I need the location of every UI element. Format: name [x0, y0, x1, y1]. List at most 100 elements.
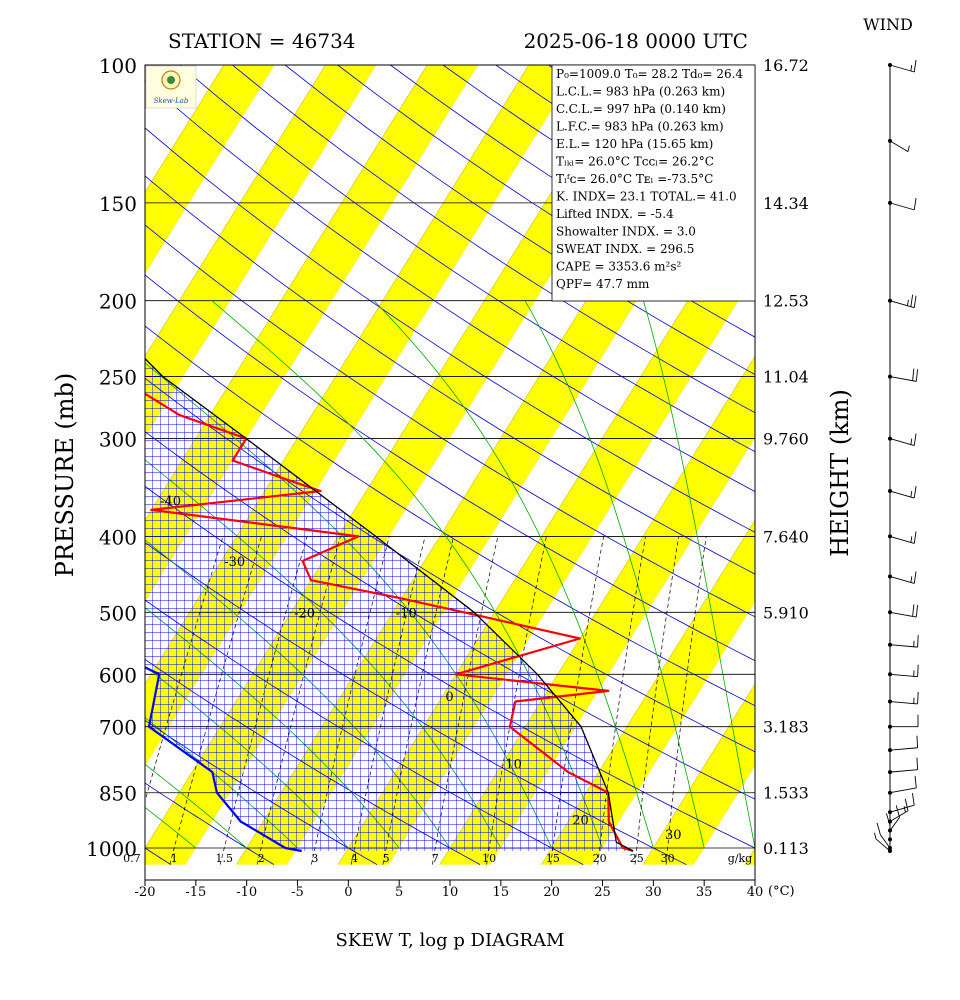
height-tick-label: 1.533 — [763, 784, 809, 803]
pressure-tick-label: 1000 — [86, 837, 137, 861]
pressure-tick-label: 600 — [99, 663, 137, 687]
x-tick-label: 25 — [594, 885, 611, 900]
wind-barb — [888, 798, 909, 824]
wind-barb — [876, 822, 892, 850]
mixing-ratio-label: 20 — [593, 852, 607, 865]
mixing-ratio-label: 30 — [661, 852, 675, 865]
temperature-unit: (°C) — [768, 884, 795, 899]
wind-title: WIND — [863, 15, 913, 34]
dry-adiabat — [145, 325, 755, 707]
mixing-ratio-label: 3 — [311, 852, 318, 865]
index-lifted: Lifted INDX. = -5.4 — [556, 207, 674, 221]
isotherm-line — [145, 65, 326, 357]
x-tick-label: 20 — [543, 885, 560, 900]
mixing-ratio-label: 25 — [630, 852, 644, 865]
wind-barb — [888, 775, 917, 795]
pressure-tick-label: 400 — [99, 525, 137, 549]
wind-barb — [888, 604, 918, 618]
height-tick-label: 9.760 — [763, 430, 809, 449]
x-tick-label: 5 — [395, 885, 403, 900]
dry-adiabat — [232, 65, 755, 414]
wind-barb — [888, 571, 917, 584]
height-tick-label: 11.04 — [763, 368, 809, 387]
wind-barb — [885, 813, 892, 842]
index-po: P₀=1009.0 T₀= 28.2 Td₀= 26.4 — [556, 67, 743, 81]
pressure-tick-label: 200 — [99, 290, 137, 314]
x-tick-label: -15 — [185, 885, 206, 900]
dry-adiabat — [145, 274, 755, 662]
logo: Skew-Lab — [145, 65, 197, 109]
isotherm-label: 30 — [665, 828, 682, 843]
index-showalter: Showalter INDX. = 3.0 — [556, 225, 696, 239]
isotherm-line — [0, 65, 20, 865]
wind-barb — [874, 832, 892, 854]
wind-barb — [888, 368, 918, 382]
mixing-ratio-label: 15 — [546, 852, 560, 865]
isotherm-band — [145, 65, 478, 603]
indices-panel: P₀=1009.0 T₀= 28.2 Td₀= 26.4 L.C.L.= 983 … — [551, 64, 756, 302]
wind-profile — [874, 59, 919, 854]
index-kindx: K. INDX= 23.1 TOTAL.= 41.0 — [556, 190, 737, 204]
pressure-tick-label: 300 — [99, 428, 137, 452]
wind-barb — [888, 531, 917, 544]
parcel-line — [145, 357, 634, 852]
wind-barb — [888, 664, 919, 678]
wind-barb — [888, 714, 919, 729]
mixing-ratio-label: 1 — [171, 852, 178, 865]
pressure-axis-title: PRESSURE (mb) — [51, 373, 79, 578]
x-tick-label: 40 — [747, 885, 764, 900]
pressure-tick-label: 700 — [99, 716, 137, 740]
wind-barb — [888, 735, 919, 753]
x-tick-label: 35 — [696, 885, 713, 900]
diagram-title: SKEW T, log p DIAGRAM — [336, 930, 565, 951]
isotherm-label: -70 — [21, 227, 42, 242]
logo-text: Skew-Lab — [154, 97, 189, 105]
wind-barb — [888, 294, 917, 309]
height-tick-label: 16.72 — [763, 56, 809, 75]
index-qpf: QPF= 47.7 mm — [556, 277, 650, 291]
mixing-ratio-line — [634, 536, 680, 865]
dry-adiabat — [179, 65, 755, 453]
dry-adiabat — [145, 127, 755, 533]
isotherm-label: -20 — [294, 606, 315, 621]
dry-adiabat — [145, 224, 755, 618]
index-tlfc: Tₗᶠᴄ= 26.0°C Tᴇₗ =-73.5°C — [556, 172, 713, 186]
dewpoint-line — [145, 666, 302, 853]
indices-box — [551, 64, 756, 302]
pressure-tick-label: 150 — [99, 192, 137, 216]
x-tick-label: 0 — [344, 885, 352, 900]
mixing-ratio-label: 5 — [383, 852, 390, 865]
index-tlcl: Tₗₖₗ= 26.0°C Tᴄᴄₗ= 26.2°C — [556, 155, 714, 169]
isotherm-label: 0 — [445, 690, 453, 705]
wind-barb — [888, 485, 917, 499]
x-tick-label: -20 — [135, 885, 156, 900]
mixing-ratio-label: 1.5 — [216, 852, 234, 865]
wind-barb — [888, 197, 917, 211]
isotherm-label: -60 — [96, 270, 117, 285]
wind-barb — [888, 433, 917, 447]
isotherm-label: 10 — [505, 758, 522, 773]
station-label: STATION = 46734 — [168, 29, 356, 53]
wind-barb — [888, 691, 919, 705]
index-lfc: L.F.C.= 983 hPa (0.263 km) — [556, 120, 724, 134]
isotherm-line — [642, 683, 755, 865]
height-tick-label: 14.34 — [763, 194, 809, 213]
mixing-ratio-line — [665, 536, 707, 865]
wind-barb — [888, 805, 901, 833]
pressure-tick-label: 250 — [99, 366, 137, 390]
x-tick-label: 10 — [442, 885, 459, 900]
moist-adiabat — [145, 763, 247, 849]
height-tick-label: 12.53 — [763, 292, 809, 311]
moist-adiabat — [524, 300, 705, 849]
wind-barb — [888, 793, 915, 815]
sounding-series — [145, 357, 634, 853]
index-lcl: L.C.L.= 983 hPa (0.263 km) — [556, 85, 725, 99]
mixing-ratio-label: 4 — [351, 852, 358, 865]
pressure-tick-label: 850 — [99, 782, 137, 806]
isotherm-label: 20 — [572, 814, 589, 829]
mixing-ratio-label: 7 — [432, 852, 439, 865]
x-tick-label: -10 — [236, 885, 257, 900]
